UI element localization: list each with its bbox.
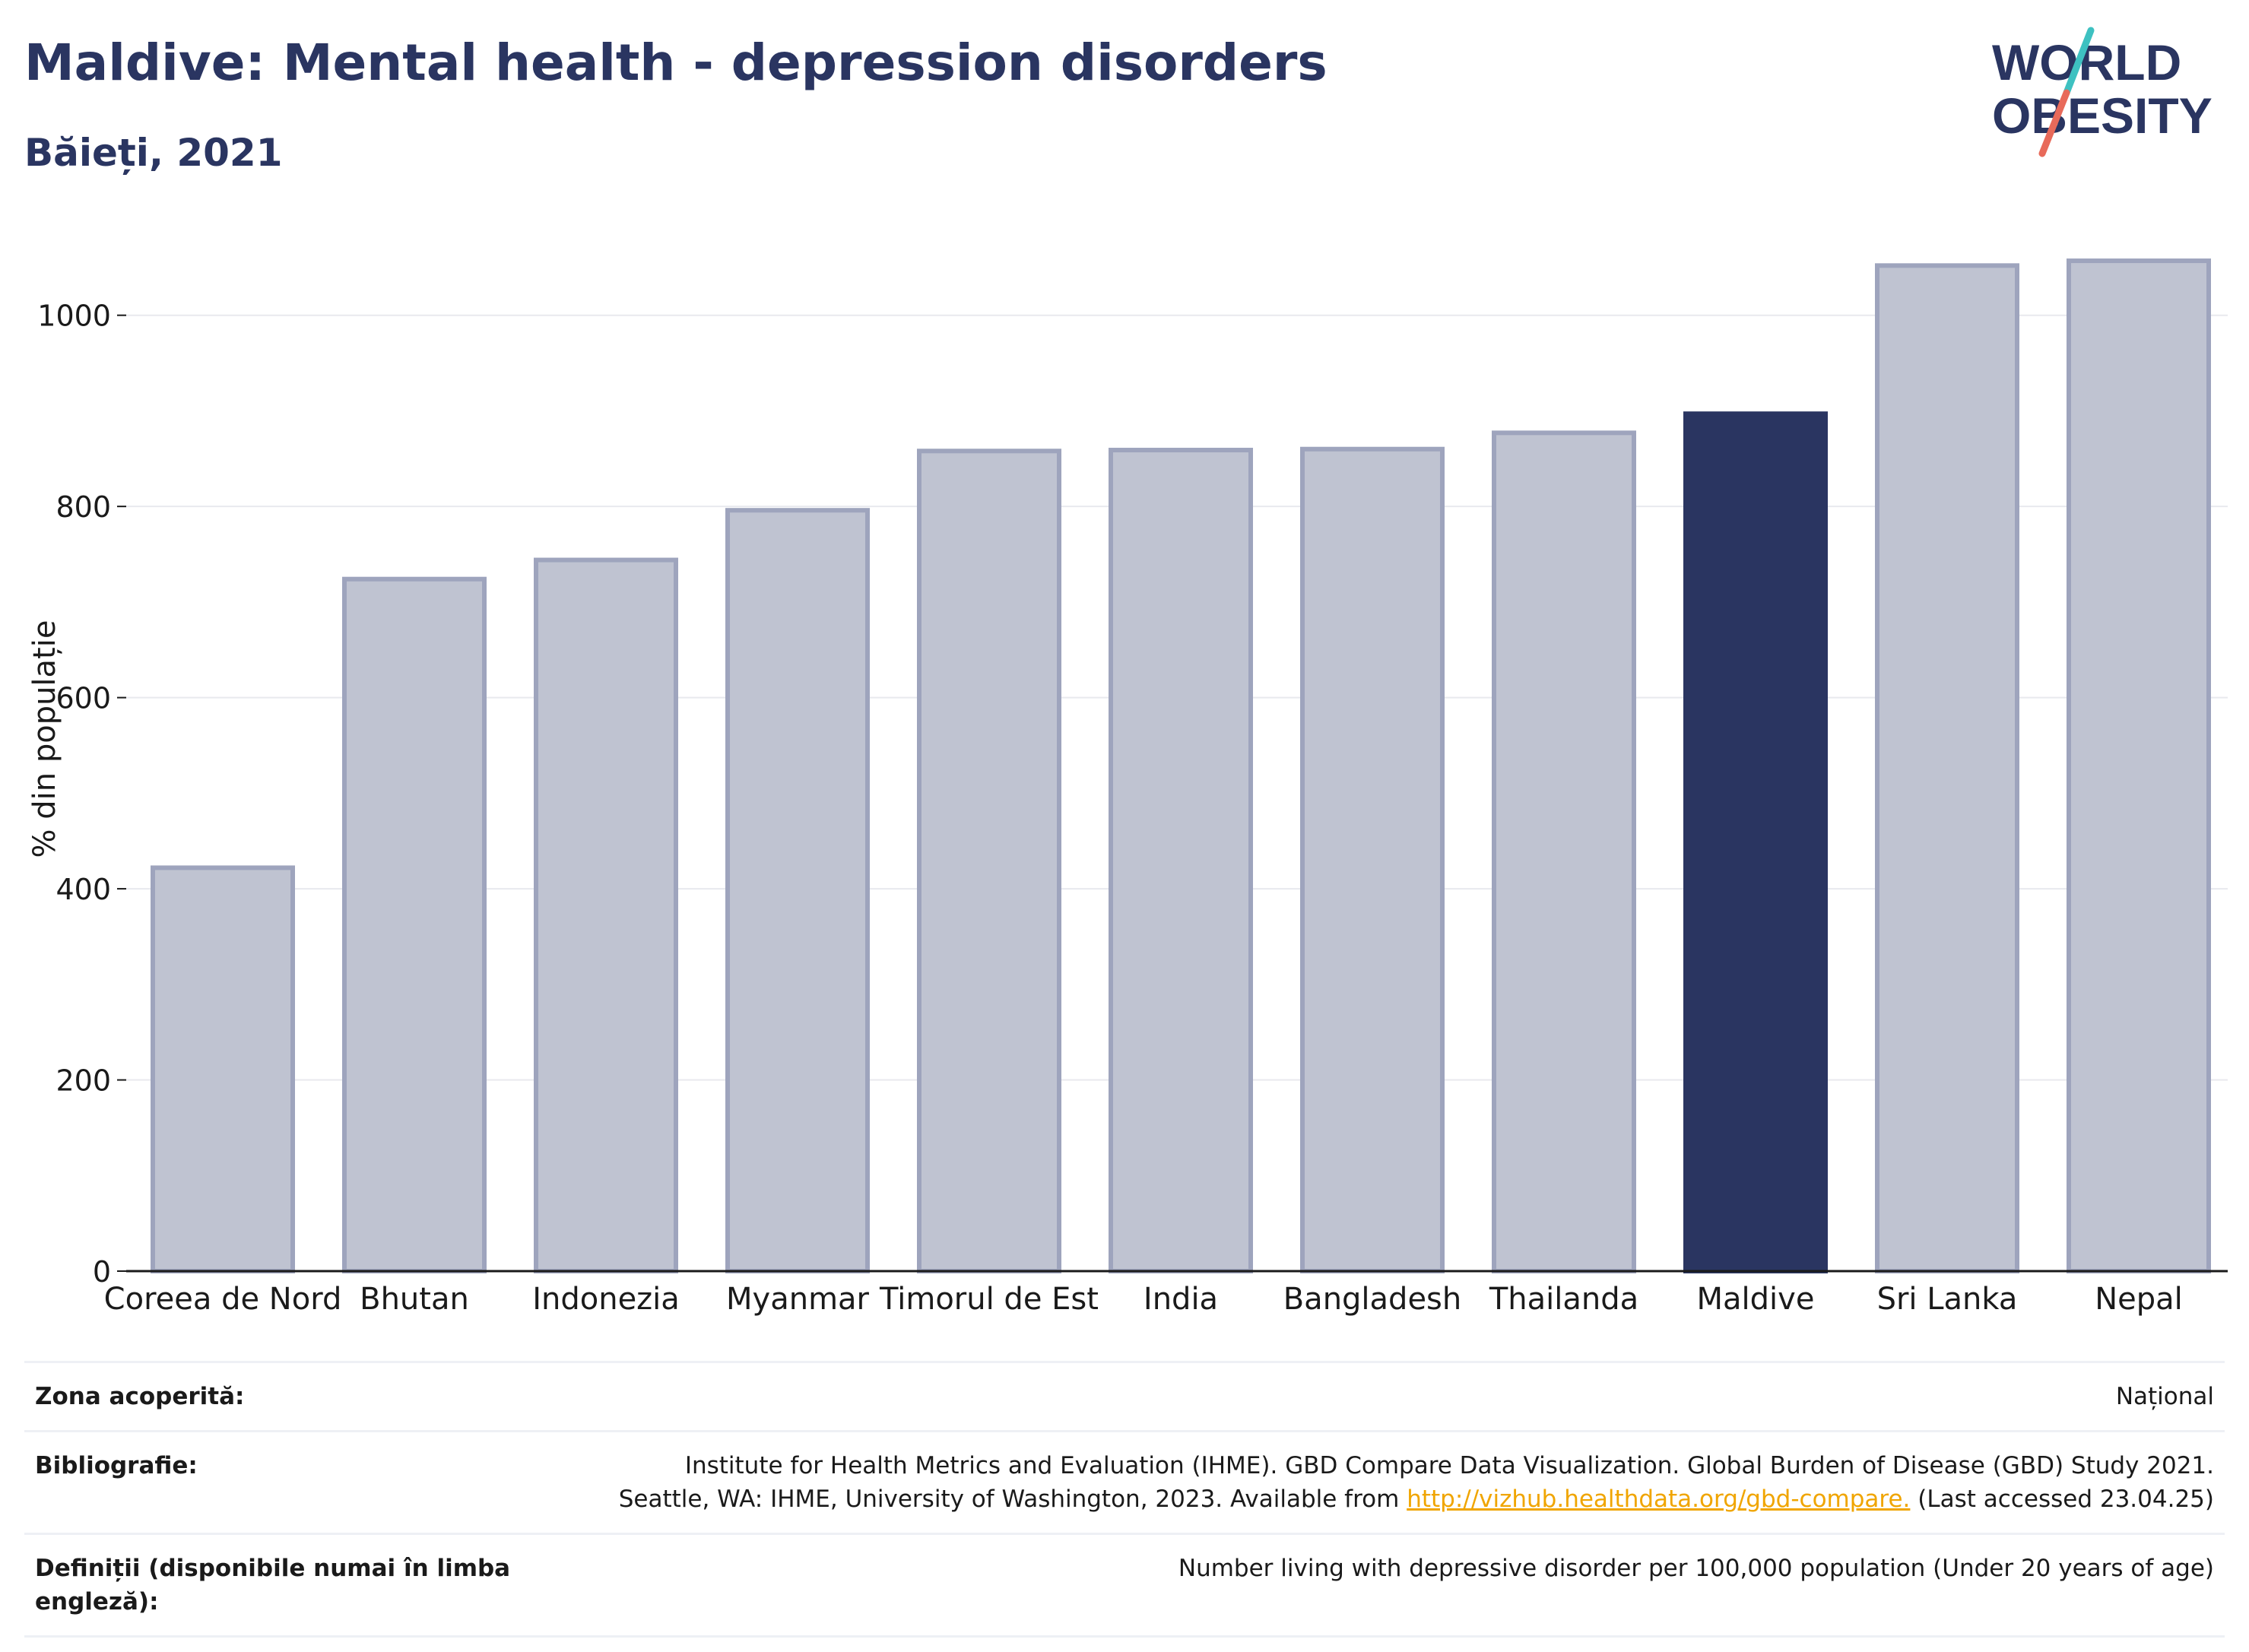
- x-tick-label: Maldive: [1697, 1282, 1815, 1317]
- x-tick-label: Nepal: [2095, 1282, 2183, 1317]
- logo-slash-teal: [2063, 27, 2095, 97]
- bar-sri-lanka: [1875, 263, 2019, 1273]
- x-tick-label: Myanmar: [726, 1282, 870, 1317]
- bibliography-link[interactable]: http://vizhub.healthdata.org/gbd-compare…: [1407, 1486, 1911, 1513]
- bar-chart: 0 200 400 600 800 1000 Coreea de Nord Bhutan In…: [27, 258, 2228, 1317]
- x-tick-label: Indonezia: [532, 1282, 680, 1317]
- info-row-coverage: Zona acoperită: Național: [24, 1361, 2225, 1430]
- bibliography-line2: Seattle, WA: IHME, University of Washing…: [619, 1482, 2214, 1516]
- coverage-value: Național: [2115, 1383, 2214, 1410]
- definitions-label: Definiții (disponibile numai în limba en…: [35, 1555, 511, 1616]
- info-row-bibliography: Bibliografie: Institute for Health Metri…: [24, 1430, 2225, 1533]
- bar-bhutan: [342, 576, 487, 1273]
- bar-coreea-de-nord: [151, 865, 295, 1274]
- y-axis-ticks: 0 200 400 600 800 1000: [37, 300, 126, 1289]
- bibliography-line2-suffix: (Last accessed 23.04.25): [1910, 1486, 2214, 1513]
- y-tick-label: 800: [56, 490, 111, 524]
- chart-title: Maldive: Mental health - depression diso…: [24, 33, 1328, 92]
- x-tick-label: Thailanda: [1489, 1282, 1638, 1317]
- bibliography-line2-prefix: Seattle, WA: IHME, University of Washing…: [618, 1486, 1407, 1513]
- bar-timorul-de-est: [917, 449, 1061, 1273]
- bar-thailanda: [1492, 430, 1636, 1273]
- info-table: Zona acoperită: Național Bibliografie: I…: [24, 1361, 2225, 1638]
- coverage-label: Zona acoperită:: [35, 1383, 245, 1410]
- x-tick-label: Sri Lanka: [1877, 1282, 2018, 1317]
- y-tick-label: 1000: [37, 300, 111, 333]
- x-tick-label: Bangladesh: [1283, 1282, 1462, 1317]
- bars: [151, 258, 2211, 1274]
- bar-indonezia: [534, 557, 678, 1273]
- y-tick-label: 200: [56, 1064, 111, 1098]
- bar-bangladesh: [1300, 446, 1445, 1273]
- y-tick-label: 600: [56, 682, 111, 715]
- y-axis-label: % din populație: [27, 620, 62, 858]
- bar-india: [1109, 447, 1253, 1274]
- x-axis-ticks: Coreea de Nord Bhutan Indonezia Myanmar Timo…: [104, 1282, 2183, 1317]
- chart-subtitle: Băieți, 2021: [24, 131, 283, 175]
- x-tick-label: Bhutan: [360, 1282, 469, 1317]
- world-obesity-logo: WORLD OBESITY: [1992, 27, 2213, 157]
- y-tick-label: 0: [93, 1255, 111, 1289]
- bar-maldive: [1683, 411, 1828, 1273]
- logo-text-obesity: OBESITY: [1992, 87, 2213, 144]
- bibliography-label: Bibliografie:: [35, 1452, 198, 1479]
- x-tick-label: Coreea de Nord: [104, 1282, 342, 1317]
- definitions-value: Number living with depressive disorder p…: [1178, 1555, 2214, 1582]
- bar-nepal: [2067, 258, 2211, 1273]
- bibliography-value: Institute for Health Metrics and Evaluat…: [619, 1449, 2214, 1516]
- x-tick-label: India: [1144, 1282, 1218, 1317]
- y-tick-label: 400: [56, 873, 111, 906]
- bibliography-line1: Institute for Health Metrics and Evaluat…: [684, 1452, 2214, 1479]
- bar-myanmar: [725, 508, 870, 1273]
- x-tick-label: Timorul de Est: [879, 1282, 1099, 1317]
- info-row-definitions: Definiții (disponibile numai în limba en…: [24, 1533, 2225, 1638]
- logo-slash-coral: [2038, 89, 2070, 157]
